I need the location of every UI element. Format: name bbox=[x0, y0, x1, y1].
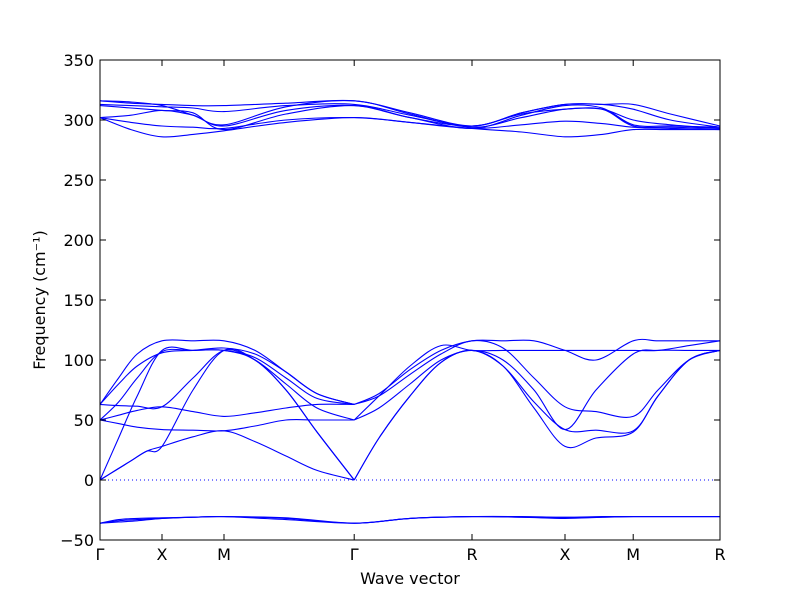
x-tick-label: M bbox=[626, 545, 640, 564]
x-tick-label: X bbox=[157, 545, 168, 564]
x-tick-label: X bbox=[560, 545, 571, 564]
y-axis-label: Frequency (cm⁻¹) bbox=[30, 230, 49, 369]
band-line-15 bbox=[353, 349, 720, 431]
plot-frame bbox=[99, 59, 721, 541]
x-tick-label: Γ bbox=[350, 545, 359, 564]
x-axis-label: Wave vector bbox=[360, 569, 460, 588]
x-tick-label: M bbox=[217, 545, 231, 564]
x-tick-label: R bbox=[714, 545, 725, 564]
band-line-5 bbox=[99, 348, 355, 481]
band-line-12 bbox=[99, 339, 355, 405]
y-tick-label: 50 bbox=[74, 411, 94, 430]
band-line-3 bbox=[99, 515, 720, 524]
band-line-7 bbox=[99, 419, 355, 432]
y-tick-label: 150 bbox=[63, 291, 94, 310]
band-line-8 bbox=[99, 403, 355, 421]
band-line-4 bbox=[99, 430, 355, 481]
band-line-18 bbox=[353, 340, 721, 421]
band-line-21 bbox=[99, 104, 721, 129]
band-line-14 bbox=[353, 349, 721, 481]
y-tick-label: 200 bbox=[63, 231, 94, 250]
y-axis-ticks: −50 0 50 100 150 200 250 300 350 bbox=[60, 51, 720, 550]
band-line-22 bbox=[99, 104, 721, 131]
band-line-17 bbox=[353, 338, 720, 405]
x-tick-label: Γ bbox=[96, 545, 105, 564]
y-tick-label: 350 bbox=[63, 51, 94, 70]
band-line-25 bbox=[99, 100, 721, 129]
band-line-10 bbox=[99, 349, 355, 405]
y-tick-label: 100 bbox=[63, 351, 94, 370]
band-lines bbox=[99, 99, 721, 524]
band-line-16 bbox=[354, 340, 721, 418]
y-tick-label: 250 bbox=[63, 171, 94, 190]
band-line-6 bbox=[99, 346, 355, 481]
band-line-24 bbox=[99, 99, 721, 127]
x-tick-label: R bbox=[466, 545, 477, 564]
y-tick-label: 300 bbox=[63, 111, 94, 130]
band-line-23 bbox=[99, 103, 721, 128]
band-line-20 bbox=[99, 116, 721, 131]
y-tick-label: 0 bbox=[84, 471, 94, 490]
band-line-9 bbox=[99, 349, 355, 421]
y-tick-label: −50 bbox=[60, 531, 94, 550]
band-line-11 bbox=[99, 347, 355, 421]
